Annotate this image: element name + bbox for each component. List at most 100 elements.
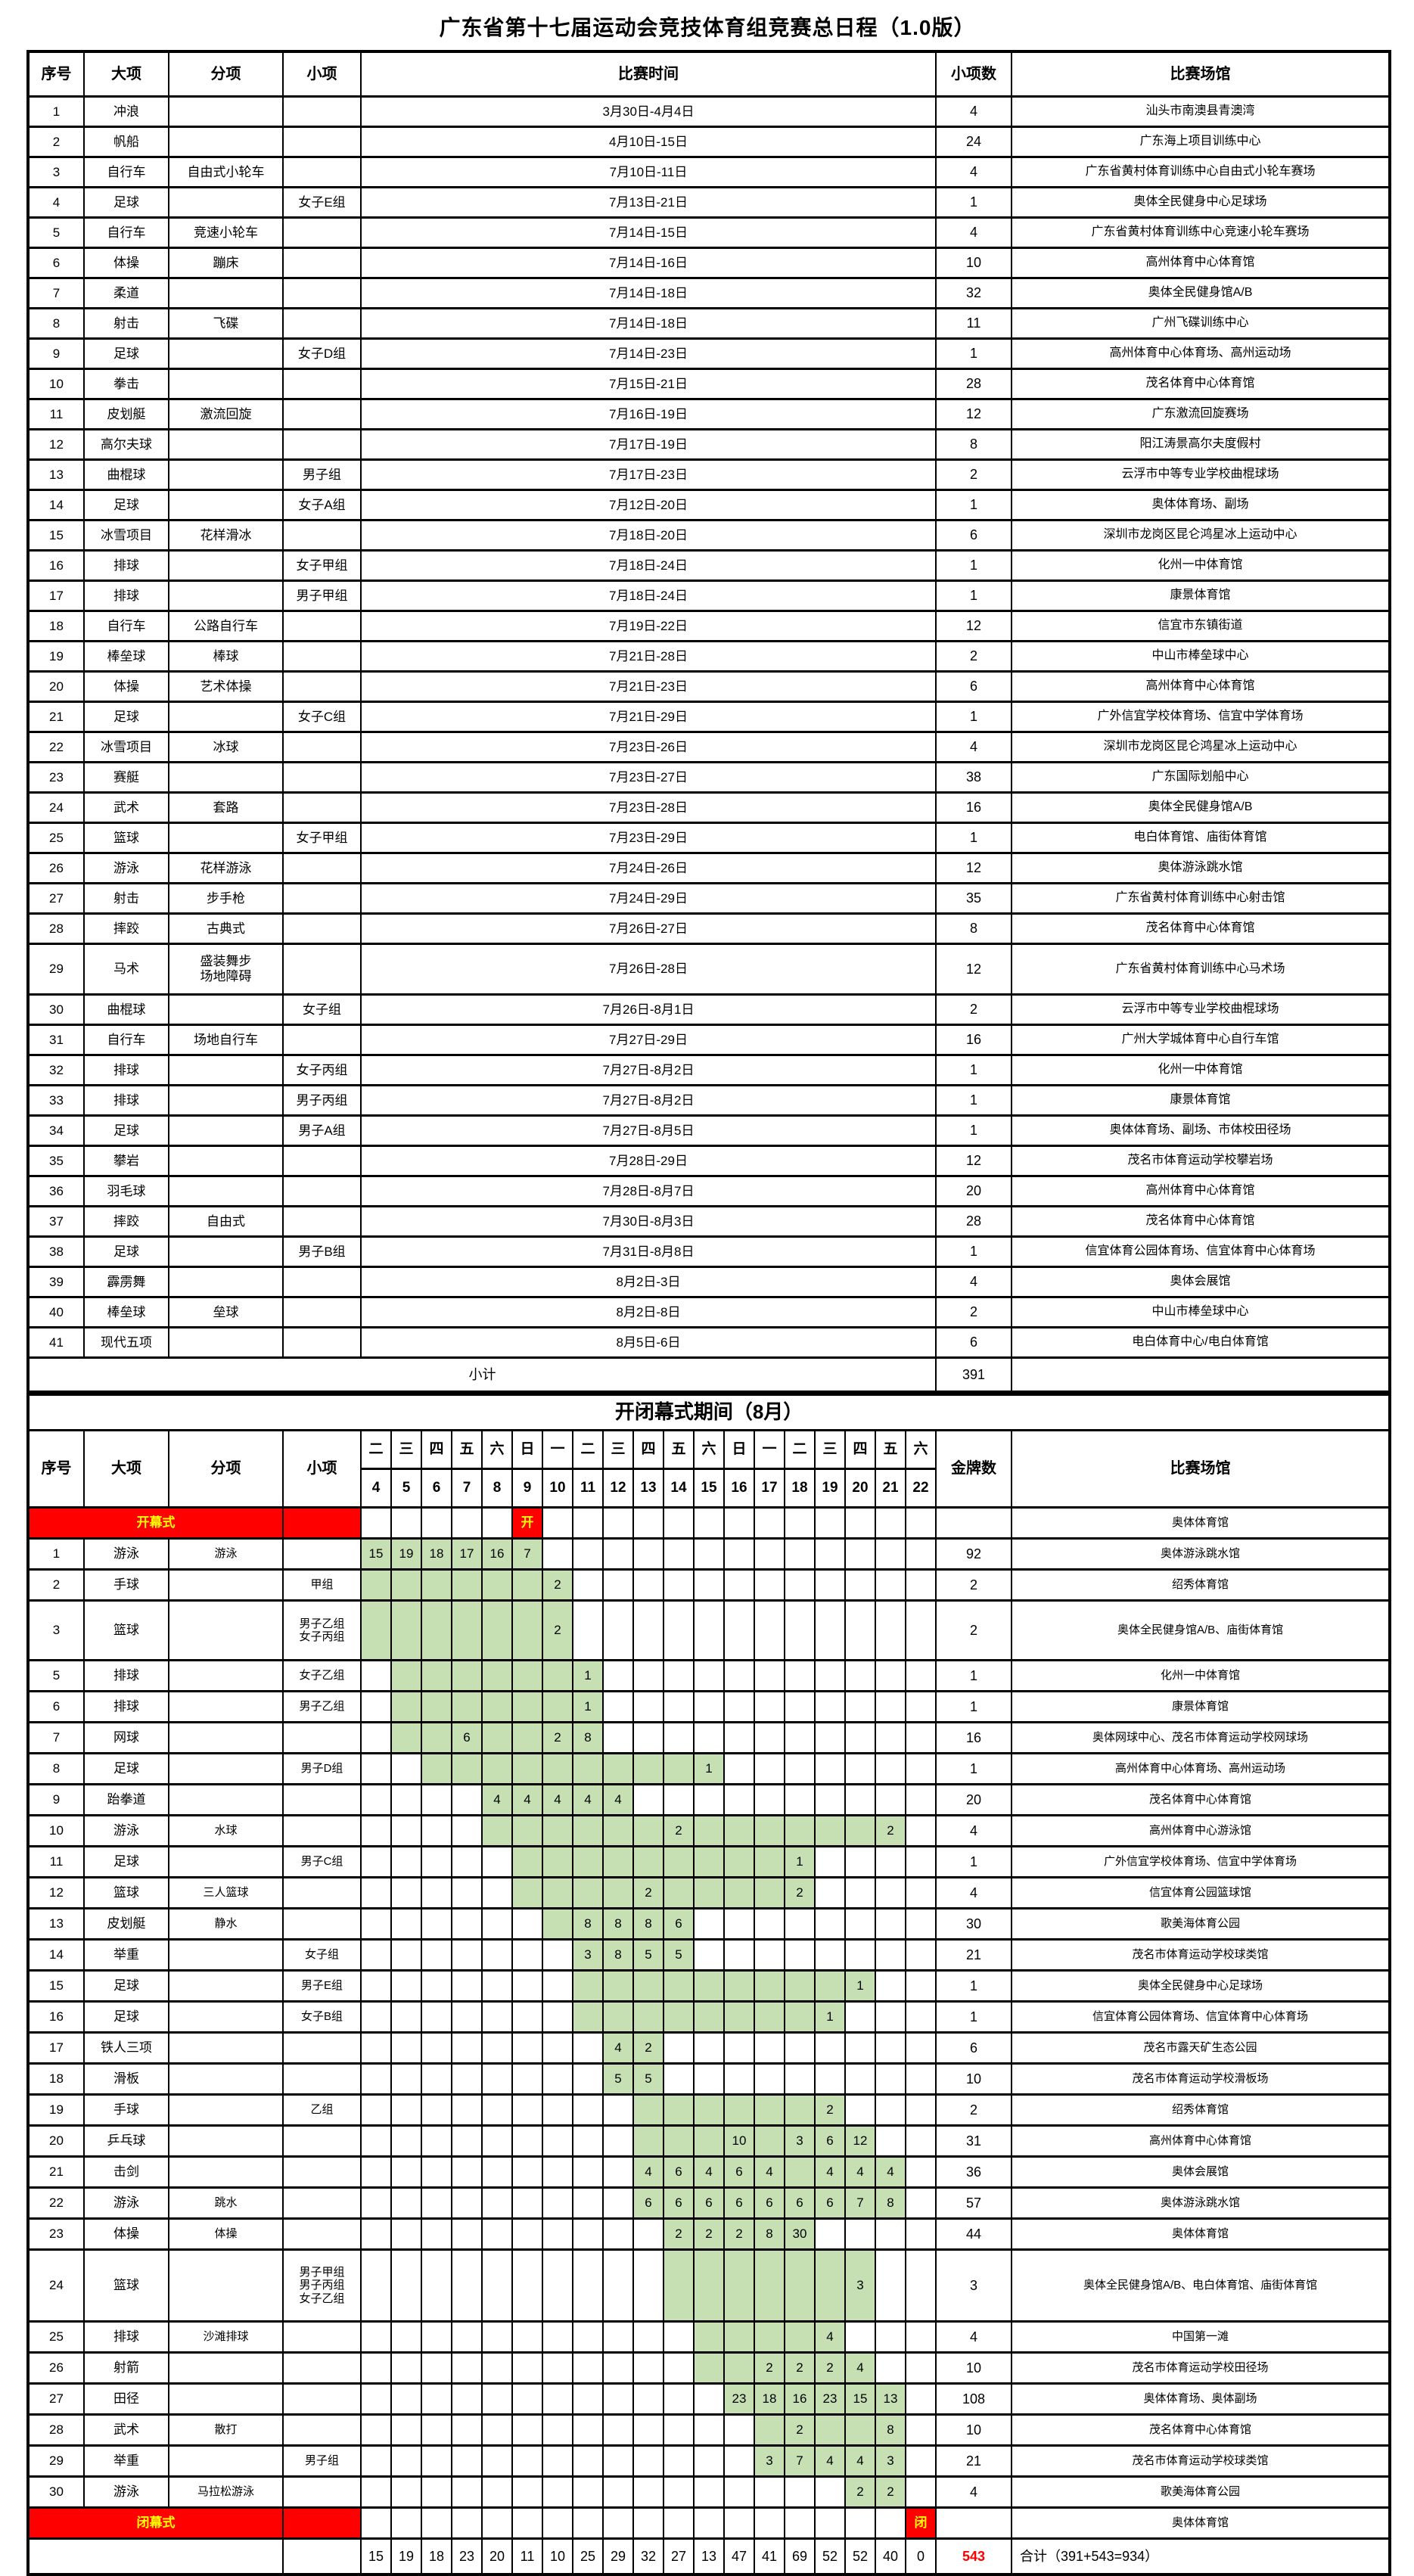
sub-discipline: 盛装舞步 场地障碍 [168,943,284,996]
sub-discipline [168,2093,284,2127]
daily-total: 0 [905,2537,937,2576]
day-cell [632,2351,664,2385]
ceremony-section-title: 开闭幕式期间（8月） [26,1394,1391,1431]
weekday-header: 四 [421,1429,452,1470]
day-cell [754,1907,785,1941]
day-cell [693,1938,725,1972]
row-no: 25 [27,822,85,854]
venue: 化州一中体育馆 [1011,549,1391,582]
venue: 奥体体育馆 [1010,2506,1391,2540]
competition-dates: 7月14日-23日 [360,337,937,370]
daily-total: 32 [632,2537,664,2576]
day-cell [511,2031,543,2065]
date-header: 16 [723,1468,755,1509]
sub-discipline [168,822,284,854]
sub-discipline [168,1235,284,1268]
gold-count: 4 [935,2320,1012,2354]
event-group: 女子D组 [282,337,362,370]
day-cell [602,2382,634,2416]
day-cell [390,1659,422,1692]
event-group: 男子组 [282,458,362,491]
competition-dates: 7月19日-22日 [360,610,937,642]
day-cell [572,2000,604,2034]
day-cell: 4 [481,1783,513,1816]
venue: 广东省黄村体育训练中心射击馆 [1011,882,1391,915]
day-cell [875,1568,906,1602]
day-cell [542,2062,573,2096]
venue: 奥体体育馆 [1010,1506,1391,1540]
sub-discipline: 棒球 [168,640,284,673]
day-cell [481,1659,513,1692]
row-no: 18 [27,610,85,642]
row-no: 9 [27,1783,85,1816]
day-cell [481,1907,513,1941]
weekday-header: 日 [511,1429,543,1470]
day-cell [542,2413,573,2447]
gold-count: 6 [935,2031,1012,2065]
row-no: 20 [27,670,85,703]
event-group [282,2475,362,2509]
day-cell [693,1969,725,2003]
day-cell [451,1599,483,1661]
date-header: 17 [754,1468,785,1509]
day-cell [844,1938,876,1972]
day-cell [663,2248,695,2323]
day-cell [663,2031,695,2065]
grand-total-note: 合计（391+543=934） [1010,2537,1391,2576]
day-cell [663,1969,695,2003]
venue: 奥体网球中心、茂名市体育运动学校网球场 [1010,1721,1391,1754]
day-cell [844,1752,876,1785]
venue: 茂名体育中心体育馆 [1011,368,1391,400]
sport-name: 田径 [83,2382,169,2416]
event-group [282,1205,362,1238]
event-group [282,2124,362,2158]
competition-dates: 7月14日-18日 [360,307,937,340]
day-cell [632,1845,664,1878]
day-cell [390,2217,422,2251]
day-cell [844,2093,876,2127]
day-cell: 6 [663,2155,695,2189]
day-cell [511,2248,543,2323]
day-cell: 15 [844,2382,876,2416]
day-cell: 30 [784,2217,816,2251]
venue: 电白体育中心/电白体育馆 [1011,1326,1391,1359]
row-no: 22 [27,2186,85,2220]
sport-name: 游泳 [83,2475,169,2509]
day-cell [875,2031,906,2065]
sub-discipline: 水球 [168,1814,284,1847]
schedule-row: 6 体操 蹦床 7月14日-16日 10 高州体育中心体育馆 [27,247,1391,279]
day-cell [511,1721,543,1754]
sub-discipline [168,1721,284,1754]
event-group: 女子乙组 [282,1659,362,1692]
day-cell [451,2320,483,2354]
day-cell [542,1690,573,1723]
competition-dates: 7月27日-29日 [360,1024,937,1056]
event-count: 20 [935,1175,1012,1207]
day-cell [421,1783,452,1816]
day-cell: 2 [723,2217,755,2251]
day-cell [905,2155,937,2189]
day-cell [481,1938,513,1972]
day-cell: 2 [693,2217,725,2251]
day-cell [360,1845,392,1878]
row-no: 7 [27,1721,85,1754]
sport-name: 冰雪项目 [83,519,169,552]
opening-ceremony-label: 开幕式 [27,1506,284,1540]
schedule-row: 30 曲棍球 女子组 7月26日-8月1日 2 云浮市中等专业学校曲棍球场 [27,993,1391,1026]
schedule-row: 32 排球 女子丙组 7月27日-8月2日 1 化州一中体育馆 [27,1054,1391,1086]
day-cell: 18 [754,2382,785,2416]
row-no: 26 [27,852,85,884]
event-count: 4 [935,731,1012,763]
event-group: 男子B组 [282,1235,362,1268]
day-cell [421,1876,452,1909]
day-cell [421,2000,452,2034]
day-cell [693,1599,725,1661]
row-no: 16 [27,2000,85,2034]
day-cell: 3 [784,2124,816,2158]
day-cell [632,1568,664,1602]
day-cell: 4 [844,2155,876,2189]
day-cell [784,1783,816,1816]
day-cell [451,2413,483,2447]
sport-name: 棒垒球 [83,1296,169,1328]
day-cell: 4 [542,1783,573,1816]
